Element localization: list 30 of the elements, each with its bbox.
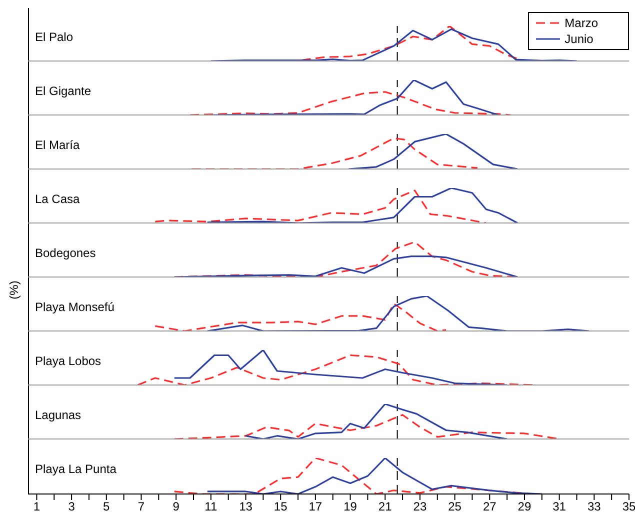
- x-tick-label: 3: [68, 500, 76, 514]
- x-tick-label: 31: [552, 500, 566, 514]
- chart-title: Lagunas: [35, 408, 82, 422]
- y-axis-title: (%): [7, 280, 22, 302]
- x-tick-label: 21: [378, 500, 392, 514]
- x-tick-label: 5: [103, 500, 110, 514]
- x-tick-label: 33: [587, 500, 602, 514]
- chart-title: La Casa: [35, 192, 80, 206]
- x-tick-label: 13: [239, 500, 253, 514]
- x-tick-label: 29: [518, 500, 532, 514]
- x-tick-label: 1: [33, 500, 40, 514]
- x-tick-label: 25: [448, 500, 462, 514]
- chart-title: El Palo: [35, 30, 74, 44]
- x-tick-label: 9: [172, 500, 180, 514]
- x-tick-label: 23: [413, 500, 427, 514]
- chart-title: Playa Monsefú: [35, 300, 114, 314]
- legend-label: Junio: [564, 31, 594, 47]
- legend-label: Marzo: [564, 15, 598, 31]
- x-tick-label: 27: [482, 500, 497, 514]
- x-tick-label: 15: [274, 500, 288, 514]
- x-tick-label: 19: [344, 500, 358, 514]
- chart-title: El Gigante: [35, 84, 92, 98]
- chart-title: El María: [35, 138, 80, 152]
- x-tick-label: 35: [622, 500, 635, 514]
- x-tick-label: 17: [308, 500, 322, 514]
- chart-title: Bodegones: [35, 246, 96, 260]
- x-tick-label: 11: [204, 500, 218, 514]
- chart-title: Playa La Punta: [35, 462, 116, 476]
- chart-title: Playa Lobos: [35, 354, 102, 368]
- x-tick-label: 7: [138, 500, 145, 514]
